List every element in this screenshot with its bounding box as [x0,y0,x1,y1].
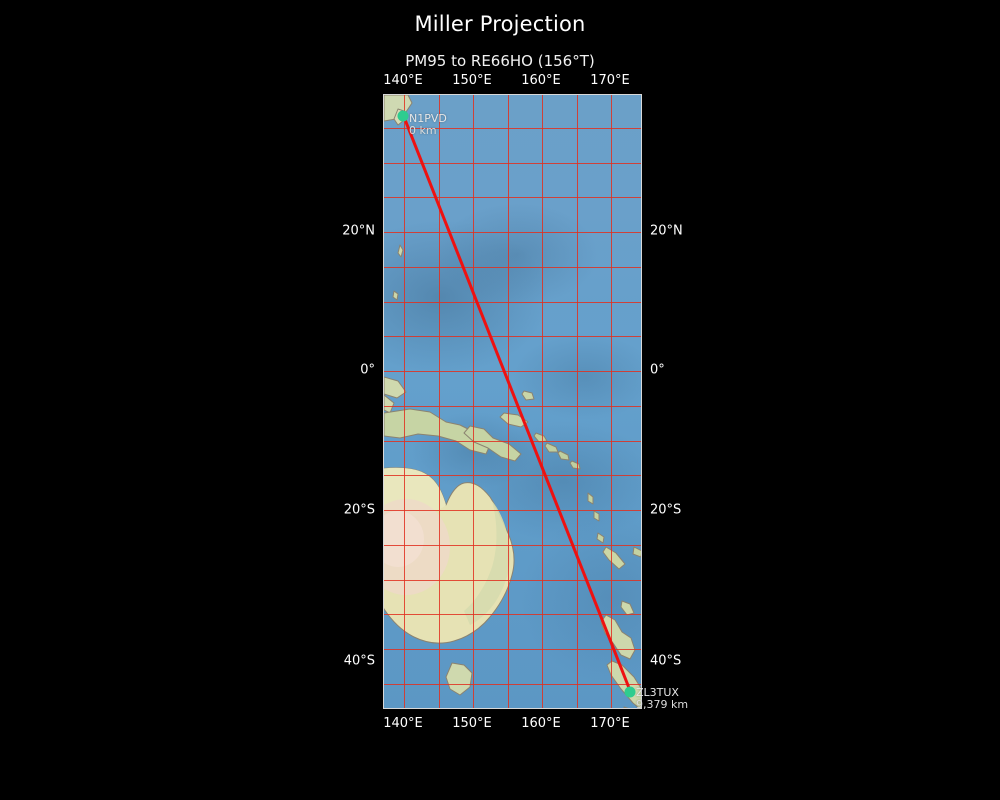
axis-tick-right: 0° [650,362,665,378]
grid-line-parallel [384,545,641,546]
axis-tick-top: 170°E [590,73,630,88]
label-end: ZL3TUX 9,379 km [636,687,688,711]
start-distance: 0 km [409,124,437,137]
grid-line-meridian [611,95,612,708]
grid-line-parallel [384,128,641,129]
grid-line-parallel [384,406,641,407]
axis-tick-right: 40°S [650,653,682,669]
grid-line-meridian [473,95,474,708]
grid-line-parallel [384,614,641,615]
map-canvas[interactable] [383,94,642,709]
grid-line-parallel [384,684,641,685]
axis-tick-left: 20°N [342,223,375,239]
axis-tick-right: 20°N [650,223,683,239]
start-callsign: N1PVD [409,112,447,125]
axis-tick-top: 140°E [383,73,423,88]
label-start: N1PVD 0 km [409,113,447,137]
page-title: Miller Projection [414,12,586,36]
grid-line-parallel [384,580,641,581]
grid-line-parallel [384,441,641,442]
great-circle-path [402,116,633,694]
grid-line-parallel [384,232,641,233]
end-distance: 9,379 km [636,698,689,711]
axis-tick-bottom: 140°E [383,716,423,731]
axis-tick-bottom: 170°E [590,716,630,731]
grid-line-meridian [404,95,405,708]
axis-tick-top: 160°E [521,73,561,88]
grid-line-parallel [384,267,641,268]
grid-line-parallel [384,336,641,337]
grid-line-parallel [384,197,641,198]
axis-tick-left: 20°S [343,502,375,518]
grid-line-meridian [439,95,440,708]
marker-start[interactable] [397,110,409,122]
grid-line-meridian [577,95,578,708]
grid-line-meridian [542,95,543,708]
grid-line-parallel [384,510,641,511]
grid-line-parallel [384,475,641,476]
figure-subtitle: PM95 to RE66HO (156°T) [405,52,595,70]
axis-tick-bottom: 160°E [521,716,561,731]
axis-tick-bottom: 150°E [452,716,492,731]
marker-end[interactable] [624,686,636,698]
landmass-layer [384,95,641,708]
axis-tick-left: 40°S [343,653,375,669]
grid-line-parallel [384,163,641,164]
grid-line-parallel [384,371,641,372]
axis-tick-top: 150°E [452,73,492,88]
axis-tick-left: 0° [360,362,375,378]
grid-line-parallel [384,302,641,303]
grid-line-parallel [384,649,641,650]
grid-line-meridian [508,95,509,708]
axis-tick-right: 20°S [650,502,682,518]
end-callsign: ZL3TUX [636,686,679,699]
